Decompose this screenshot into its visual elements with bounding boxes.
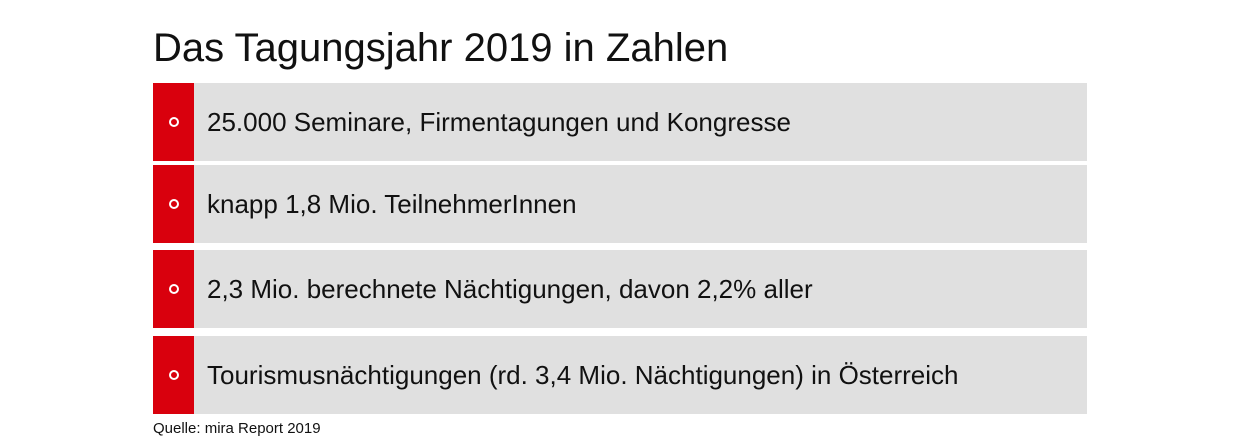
bullet-bar	[153, 250, 194, 328]
item-text: 2,3 Mio. berechnete Nächtigungen, davon …	[207, 274, 813, 304]
bullet	[169, 199, 179, 209]
bullet	[169, 370, 179, 380]
bullet-bar	[153, 83, 194, 161]
item-row: 25.000 Seminare, Firmentagungen und Kong…	[153, 83, 1087, 161]
item-text: Tourismusnächtigungen (rd. 3,4 Mio. Näch…	[207, 360, 959, 390]
bullet	[169, 117, 179, 127]
item-row: knapp 1,8 Mio. TeilnehmerInnen	[153, 165, 1087, 243]
item-text: 25.000 Seminare, Firmentagungen und Kong…	[207, 107, 791, 137]
bullet	[169, 284, 179, 294]
item-row: 2,3 Mio. berechnete Nächtigungen, davon …	[153, 250, 1087, 328]
item-row: Tourismusnächtigungen (rd. 3,4 Mio. Näch…	[153, 336, 1087, 414]
item-text: knapp 1,8 Mio. TeilnehmerInnen	[207, 189, 577, 219]
bullet-bar	[153, 336, 194, 414]
source: Quelle: mira Report 2019	[153, 420, 321, 437]
bullet-bar	[153, 165, 194, 243]
title: Das Tagungsjahr 2019 in Zahlen	[153, 26, 729, 70]
